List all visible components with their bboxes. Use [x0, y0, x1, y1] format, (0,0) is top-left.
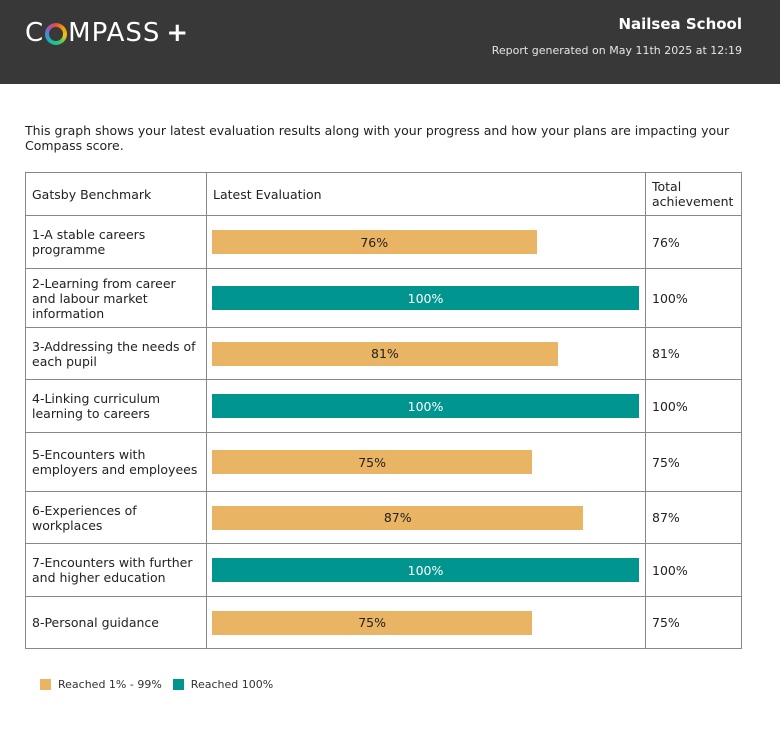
evaluation-bar: 100% — [212, 286, 639, 310]
logo-plus: + — [166, 18, 190, 48]
benchmark-label: 4-Linking curriculum learning to careers — [25, 379, 207, 433]
bar-value-label: 81% — [371, 346, 399, 361]
evaluation-bar: 76% — [212, 230, 537, 254]
logo-text-start: C — [25, 18, 45, 48]
evaluation-bar-cell: 76% — [206, 215, 646, 269]
total-achievement-value: 75% — [645, 432, 742, 492]
logo-text-end: MPASS — [68, 18, 161, 48]
legend-label-full: Reached 100% — [190, 678, 274, 691]
bar-track: 100% — [212, 394, 639, 418]
evaluation-bar-cell: 75% — [206, 432, 646, 492]
school-name: Nailsea School — [618, 15, 742, 33]
bar-value-label: 75% — [358, 615, 387, 630]
evaluation-bar: 100% — [212, 558, 639, 582]
intro-text: This graph shows your latest evaluation … — [25, 123, 730, 153]
total-achievement-value: 76% — [645, 215, 742, 269]
table-row: 5-Encounters with employers and employee… — [25, 432, 742, 492]
table-row: 8-Personal guidance 75% 75% — [25, 596, 742, 649]
evaluation-bar-cell: 100% — [206, 543, 646, 597]
bar-track: 100% — [212, 558, 639, 582]
legend: Reached 1% - 99% Reached 100% — [40, 678, 284, 691]
total-achievement-value: 100% — [645, 379, 742, 433]
legend-label-partial: Reached 1% - 99% — [58, 678, 162, 691]
compass-logo: C MPASS + — [25, 18, 189, 48]
bar-value-label: 100% — [407, 290, 444, 306]
evaluation-bar-cell: 100% — [206, 379, 646, 433]
table-row: 2-Learning from career and labour market… — [25, 268, 742, 328]
benchmark-label: 1-A stable careers programme — [25, 215, 207, 269]
total-achievement-value: 87% — [645, 491, 742, 544]
bar-value-label: 87% — [383, 510, 412, 525]
benchmark-label: 5-Encounters with employers and employee… — [25, 432, 207, 492]
bar-track: 87% — [212, 505, 639, 530]
bar-value-label: 100% — [407, 398, 444, 414]
bar-value-label: 100% — [407, 562, 444, 578]
evaluation-bar: 87% — [212, 505, 584, 530]
table-row: 3-Addressing the needs of each pupil 81% 8… — [25, 327, 742, 380]
table-row: 1-A stable careers programme 76% 76% — [25, 215, 742, 269]
benchmark-label: 6-Experiences of workplaces — [25, 491, 207, 544]
compass-ring-icon — [45, 23, 67, 45]
bar-track: 75% — [212, 450, 639, 474]
bar-track: 81% — [212, 341, 639, 366]
evaluation-bar-cell: 87% — [206, 491, 646, 544]
report-header: C MPASS + Nailsea School Report generated … — [0, 0, 780, 84]
table-header-row: Gatsby Benchmark Latest Evaluation Total… — [25, 172, 742, 216]
bar-track: 75% — [212, 610, 639, 635]
benchmark-table: Gatsby Benchmark Latest Evaluation Total… — [25, 172, 742, 649]
evaluation-bar: 100% — [212, 394, 639, 418]
report-generated-date: Report generated on May 11th 2025 at 12:… — [491, 44, 742, 57]
bar-track: 100% — [212, 286, 639, 310]
evaluation-bar-cell: 75% — [206, 596, 646, 649]
benchmark-label: 7-Encounters with further and higher edu… — [25, 543, 207, 597]
table-row: 7-Encounters with further and higher edu… — [25, 543, 742, 597]
table-row: 4-Linking curriculum learning to careers… — [25, 379, 742, 433]
evaluation-bar-cell: 100% — [206, 268, 646, 328]
bar-value-label: 76% — [360, 234, 389, 250]
legend-swatch-full — [172, 679, 184, 690]
total-achievement-value: 100% — [645, 268, 742, 328]
benchmark-label: 3-Addressing the needs of each pupil — [25, 327, 207, 380]
benchmark-label: 2-Learning from career and labour market… — [25, 268, 207, 328]
total-achievement-value: 100% — [645, 543, 742, 597]
legend-item-partial: Reached 1% - 99% — [40, 678, 162, 691]
legend-item-full: Reached 100% — [172, 678, 274, 691]
header-gatsby-benchmark: Gatsby Benchmark — [25, 172, 207, 216]
header-total-achievement: Total achievement — [645, 172, 742, 216]
benchmark-rows: 1-A stable careers programme 76% 76% 2-Lear… — [25, 215, 742, 649]
bar-value-label: 75% — [358, 454, 387, 470]
benchmark-label: 8-Personal guidance — [25, 596, 207, 649]
evaluation-bar: 81% — [212, 341, 558, 366]
legend-swatch-partial — [40, 679, 51, 690]
table-row: 6-Experiences of workplaces 87% 87% — [25, 491, 742, 544]
evaluation-bar: 75% — [212, 450, 533, 474]
total-achievement-value: 81% — [645, 327, 742, 380]
bar-track: 76% — [212, 230, 639, 254]
evaluation-bar-cell: 81% — [206, 327, 646, 380]
header-latest-evaluation: Latest Evaluation — [206, 172, 646, 216]
evaluation-bar: 75% — [212, 610, 533, 635]
total-achievement-value: 75% — [645, 596, 742, 649]
